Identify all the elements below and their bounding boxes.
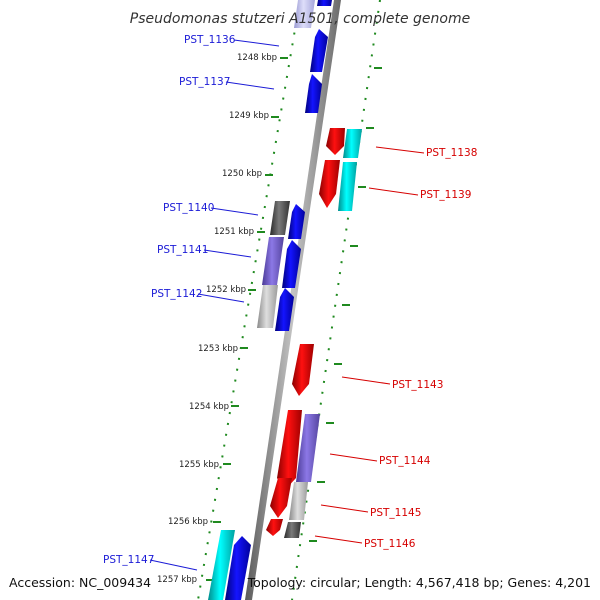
gene-pst-1144[interactable] xyxy=(277,410,302,490)
feature-pst-1142-gray[interactable] xyxy=(257,285,278,328)
accession-text: Accession: NC_009434 xyxy=(9,575,151,590)
kbp-label-1256: 1256 kbp xyxy=(168,517,208,527)
gene-pst-1137[interactable] xyxy=(305,74,322,113)
feature-pst-1138-cyan[interactable] xyxy=(343,129,362,158)
leader-lines xyxy=(149,39,425,571)
leader-pst-1141 xyxy=(203,249,252,258)
gene-top-blue[interactable] xyxy=(317,0,332,6)
feature-pst-1145-gray[interactable] xyxy=(289,482,308,520)
leader-pst-1136 xyxy=(233,39,280,47)
kbp-label-1252: 1252 kbp xyxy=(206,285,246,295)
gene-pst-1141[interactable] xyxy=(282,240,301,288)
label-pst-1136[interactable]: PST_1136 xyxy=(184,34,236,46)
kbp-label-1255: 1255 kbp xyxy=(179,460,219,470)
gene-features xyxy=(208,0,362,600)
feature-pst-1147-cyan[interactable] xyxy=(208,530,235,600)
label-pst-1145[interactable]: PST_1145 xyxy=(370,507,421,519)
gene-pst-1138[interactable] xyxy=(326,128,345,155)
forward-gene-labels: PST_1136 PST_1137 PST_1140 PST_1141 PST_… xyxy=(103,34,236,566)
kbp-label-1248: 1248 kbp xyxy=(237,53,277,63)
right-dotted-track xyxy=(291,0,381,600)
leader-pst-1146 xyxy=(314,535,363,544)
feature-pst-1141-lavender[interactable] xyxy=(262,237,284,285)
label-pst-1141[interactable]: PST_1141 xyxy=(157,244,208,256)
label-pst-1143[interactable]: PST_1143 xyxy=(392,379,443,391)
leader-pst-1142 xyxy=(197,293,245,303)
leader-pst-1145 xyxy=(320,504,369,513)
topology-text: Topology: circular; Length: 4,567,418 bp… xyxy=(247,575,591,590)
gene-pst-1145[interactable] xyxy=(270,478,292,518)
feature-pst-1139-cyan[interactable] xyxy=(338,162,357,211)
kbp-label-1254: 1254 kbp xyxy=(189,402,229,412)
label-pst-1147[interactable]: PST_1147 xyxy=(103,554,154,566)
kbp-labels: 1248 kbp 1249 kbp 1250 kbp 1251 kbp 1252… xyxy=(157,53,277,585)
label-pst-1144[interactable]: PST_1144 xyxy=(379,455,431,467)
gene-pst-1147[interactable] xyxy=(225,536,251,600)
label-pst-1137[interactable]: PST_1137 xyxy=(179,76,230,88)
leader-pst-1140 xyxy=(210,207,259,216)
leader-pst-1138 xyxy=(375,146,425,154)
kbp-label-1253: 1253 kbp xyxy=(198,344,238,354)
kbp-label-1251: 1251 kbp xyxy=(214,227,254,237)
label-pst-1146[interactable]: PST_1146 xyxy=(364,538,416,550)
map-title: Pseudomonas stutzeri A1501, complete gen… xyxy=(130,11,470,27)
gene-pst-1143[interactable] xyxy=(292,344,314,396)
leader-pst-1144 xyxy=(329,453,378,462)
reverse-gene-labels: PST_1138 PST_1139 PST_1143 PST_1144 PST_… xyxy=(364,147,477,550)
label-pst-1140[interactable]: PST_1140 xyxy=(163,202,214,214)
feature-pst-1144-lavender[interactable] xyxy=(296,414,320,482)
left-dotted-track xyxy=(197,0,301,600)
leader-pst-1137 xyxy=(225,81,275,90)
leader-pst-1139 xyxy=(368,187,419,196)
gene-pst-1146[interactable] xyxy=(266,519,283,536)
gene-pst-1142[interactable] xyxy=(275,288,294,331)
feature-top-pale[interactable] xyxy=(294,0,315,28)
kbp-label-1250: 1250 kbp xyxy=(222,169,262,179)
label-pst-1138[interactable]: PST_1138 xyxy=(426,147,477,159)
gene-pst-1139[interactable] xyxy=(319,160,340,208)
label-pst-1139[interactable]: PST_1139 xyxy=(420,189,471,201)
feature-pst-1146-dark[interactable] xyxy=(284,522,301,538)
kbp-label-1249: 1249 kbp xyxy=(229,111,269,121)
gene-pst-1140[interactable] xyxy=(288,204,305,239)
label-pst-1142[interactable]: PST_1142 xyxy=(151,288,202,300)
leader-pst-1147 xyxy=(149,559,198,571)
kbp-label-1257: 1257 kbp xyxy=(157,575,197,585)
leader-pst-1143 xyxy=(341,376,391,385)
feature-pst-1140-dark[interactable] xyxy=(270,201,290,235)
gene-pst-1136[interactable] xyxy=(310,29,328,72)
